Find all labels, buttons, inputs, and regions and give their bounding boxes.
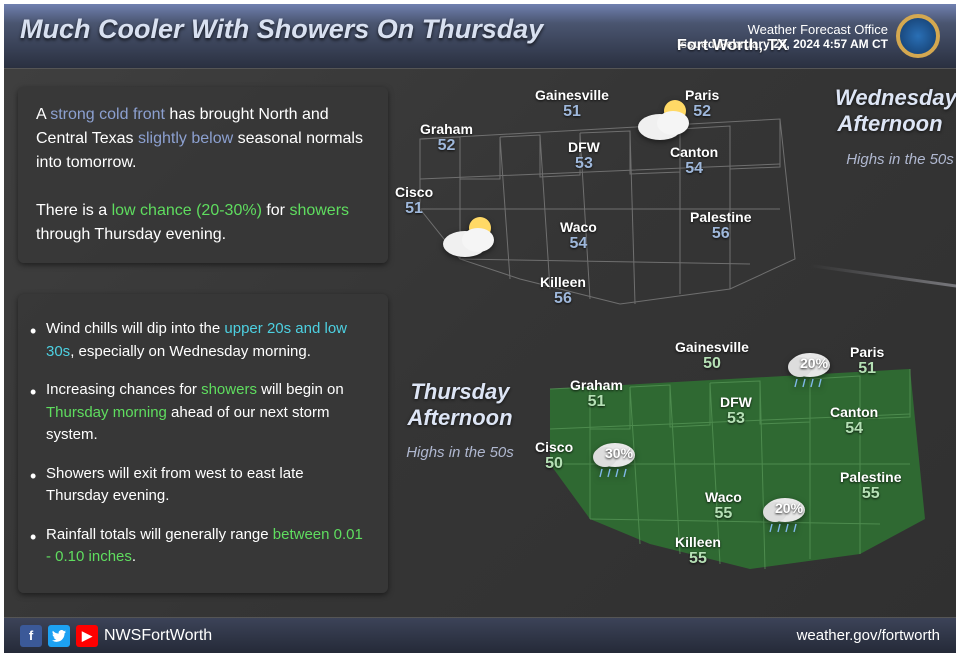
hl-showers: showers <box>289 202 349 219</box>
maps-area: Gainesville51 Paris52 Graham52 DFW53 Can… <box>400 69 960 609</box>
bullet-list: Wind chills will dip into the upper 20s … <box>18 310 370 577</box>
bullet-2: Increasing chances for showers will begi… <box>18 371 370 455</box>
map1-subtitle: Highs in the 50s <box>820 151 960 168</box>
map2-subtitle: Highs in the 50s <box>380 444 540 461</box>
map2-title: Thursday Afternoon <box>390 379 530 431</box>
issued-time: Issued February 28, 2024 4:57 AM CT <box>677 37 888 51</box>
bullet-3: Showers will exit from west to east late… <box>18 455 370 516</box>
hl-cold-front: strong cold front <box>50 106 165 123</box>
partly-cloudy-icon <box>440 214 500 262</box>
map-wednesday: Gainesville51 Paris52 Graham52 DFW53 Can… <box>400 79 830 317</box>
rain-pct-3: 20% <box>775 500 803 516</box>
office-line: Weather Forecast Office <box>677 22 888 37</box>
footer-bar: f ▶ NWSFortWorth weather.gov/fortworth <box>4 617 956 653</box>
main-content: A strong cold front has brought North an… <box>4 69 956 609</box>
hl-thurs-morn: Thursday morning <box>46 404 167 421</box>
map1-title: Wednesday Afternoon <box>835 85 945 137</box>
bullets-panel: Wind chills will dip into the upper 20s … <box>18 294 388 593</box>
headline: Much Cooler With Showers On Thursday <box>20 14 543 45</box>
weather-url: weather.gov/fortworth <box>797 627 940 644</box>
hl-showers2: showers <box>201 381 257 398</box>
summary-p1: A strong cold front has brought North an… <box>36 103 370 175</box>
map-thursday: Gainesville50 Paris51 Graham51 DFW53 Can… <box>530 319 960 589</box>
youtube-icon[interactable]: ▶ <box>76 625 98 647</box>
summary-p2: There is a low chance (20-30%) for showe… <box>36 199 370 247</box>
bullet-4: Rainfall totals will generally range bet… <box>18 516 370 577</box>
hl-below: slightly below <box>138 130 233 147</box>
facebook-icon[interactable]: f <box>20 625 42 647</box>
partly-cloudy-icon <box>635 97 695 145</box>
office-info: Weather Forecast Office Fort Worth, TX I… <box>677 22 888 51</box>
rain-pct-1: 20% <box>800 355 828 371</box>
hl-chance: low chance (20-30%) <box>112 202 262 219</box>
header-right: Weather Forecast Office Fort Worth, TX I… <box>677 14 940 58</box>
summary-panel: A strong cold front has brought North an… <box>18 87 388 263</box>
nws-logo-icon <box>896 14 940 58</box>
rain-pct-2: 30% <box>605 445 633 461</box>
social-handle: NWSFortWorth <box>104 627 212 645</box>
bullet-1: Wind chills will dip into the upper 20s … <box>18 310 370 371</box>
weather-graphic: Much Cooler With Showers On Thursday Wea… <box>0 0 960 657</box>
map1-svg <box>400 79 830 317</box>
twitter-icon[interactable] <box>48 625 70 647</box>
social-links: f ▶ NWSFortWorth <box>20 625 212 647</box>
header-bar: Much Cooler With Showers On Thursday Wea… <box>4 4 956 69</box>
